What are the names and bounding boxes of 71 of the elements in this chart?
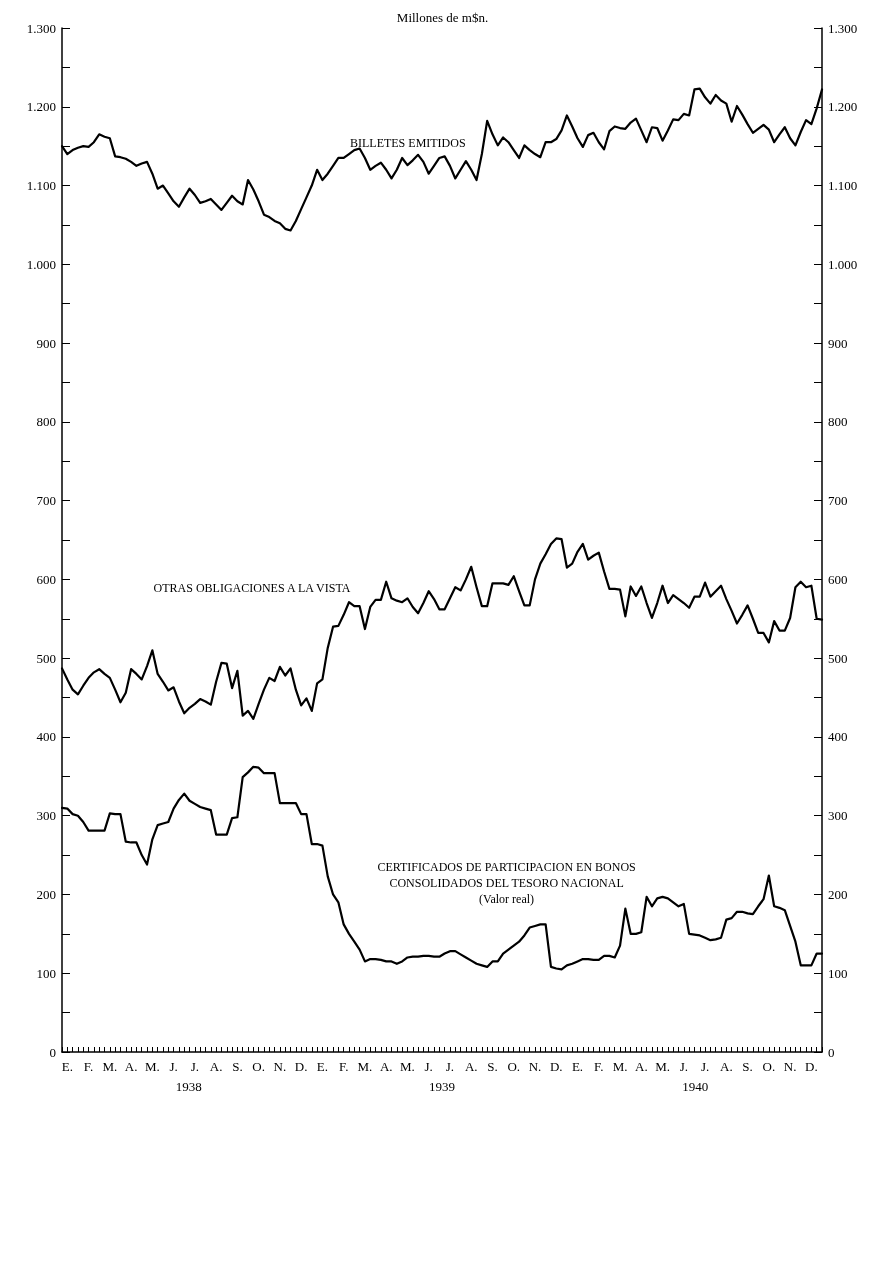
x-tick-label: N. bbox=[528, 1059, 542, 1074]
y-tick-label: 0 bbox=[49, 1044, 56, 1060]
y2-tick-label: 600 bbox=[828, 571, 848, 587]
y2-tick-label: 500 bbox=[828, 650, 848, 666]
x-tick-label: J. bbox=[679, 1059, 688, 1074]
x-tick-label: J. bbox=[190, 1059, 200, 1074]
x-tick-label: J. bbox=[424, 1059, 433, 1074]
x-tick-label: D. bbox=[294, 1059, 308, 1074]
x-tick-label: N. bbox=[273, 1059, 287, 1074]
x-tick-label: A. bbox=[634, 1059, 648, 1074]
y2-tick-label: 1.000 bbox=[828, 256, 858, 272]
x-tick-label: M. bbox=[655, 1059, 670, 1074]
text: 1940 bbox=[682, 1078, 709, 1094]
x-tick-label: M. bbox=[400, 1059, 415, 1074]
y-tick-label: 1.200 bbox=[26, 99, 56, 115]
x-tick-label: A. bbox=[464, 1059, 478, 1074]
y-tick-label: 800 bbox=[36, 414, 56, 430]
y-tick-label: 300 bbox=[36, 808, 56, 824]
x-tick-label: M. bbox=[612, 1059, 628, 1074]
y2-tick-label: 700 bbox=[828, 493, 848, 509]
y-tick-label: 500 bbox=[36, 650, 56, 666]
y-tick-label: 1.300 bbox=[26, 20, 56, 36]
y2-tick-label: 400 bbox=[828, 729, 848, 745]
x-tick-label: S. bbox=[487, 1059, 498, 1074]
y2-tick-label: 1.300 bbox=[828, 20, 858, 36]
x-tick-label: S. bbox=[742, 1059, 753, 1074]
x-tick-label: J. bbox=[169, 1059, 178, 1074]
text: 1938 bbox=[175, 1078, 202, 1094]
x-tick-label: O. bbox=[252, 1059, 265, 1074]
text: 1939 bbox=[429, 1078, 455, 1094]
y2-tick-label: 900 bbox=[828, 335, 848, 351]
series-label: CERTIFICADOS DE PARTICIPACION EN BONOS CONSOLIDADOS DEL TESORO NACIONAL (Valor real) bbox=[377, 860, 636, 907]
x-tick-label: E. bbox=[61, 1059, 73, 1074]
y-tick-label: 200 bbox=[36, 886, 56, 902]
y-tick-label: 100 bbox=[36, 965, 56, 981]
x-tick-label: F. bbox=[83, 1059, 94, 1074]
y2-tick-label: 1.100 bbox=[828, 178, 858, 194]
x-tick-label: D. bbox=[549, 1059, 563, 1074]
x-tick-label: M. bbox=[357, 1059, 373, 1074]
y2-tick-label: 0 bbox=[828, 1044, 835, 1060]
y-tick-label: 1.100 bbox=[26, 178, 56, 194]
x-tick-label: F. bbox=[594, 1059, 604, 1074]
y-tick-label: 600 bbox=[36, 571, 56, 587]
x-tick-label: M. bbox=[102, 1059, 118, 1074]
x-tick-label: E. bbox=[571, 1059, 584, 1074]
y-tick-label: 1.000 bbox=[26, 256, 56, 272]
x-tick-label: F. bbox=[338, 1059, 349, 1074]
x-tick-label: D. bbox=[805, 1059, 818, 1074]
x-tick-label: O. bbox=[762, 1059, 776, 1074]
y-tick-label: 700 bbox=[36, 493, 56, 509]
x-tick-label: J. bbox=[445, 1059, 455, 1074]
series-label: OTRAS OBLIGACIONES A LA VISTA bbox=[153, 581, 351, 596]
x-tick-label: O. bbox=[507, 1059, 521, 1074]
x-tick-label: A. bbox=[720, 1059, 733, 1074]
chart-title: Millones de m$n. bbox=[396, 10, 489, 25]
y2-tick-label: 200 bbox=[828, 886, 848, 902]
y2-tick-label: 800 bbox=[828, 414, 848, 430]
x-tick-label: E. bbox=[316, 1059, 329, 1074]
x-tick-label: S. bbox=[232, 1059, 243, 1074]
y-tick-label: 900 bbox=[36, 335, 56, 351]
y-tick-label: 400 bbox=[36, 729, 56, 745]
y2-tick-label: 300 bbox=[828, 808, 848, 824]
y2-tick-label: 100 bbox=[828, 965, 848, 981]
series-label: BILLETES EMITIDOS bbox=[349, 135, 466, 150]
y2-tick-label: 1.200 bbox=[828, 99, 858, 115]
x-tick-label: N. bbox=[783, 1059, 797, 1074]
x-tick-label: J. bbox=[700, 1059, 710, 1074]
x-tick-label: A. bbox=[209, 1059, 223, 1074]
x-tick-label: A. bbox=[379, 1059, 393, 1074]
x-tick-label: A. bbox=[124, 1059, 138, 1074]
x-tick-label: M. bbox=[144, 1059, 160, 1074]
